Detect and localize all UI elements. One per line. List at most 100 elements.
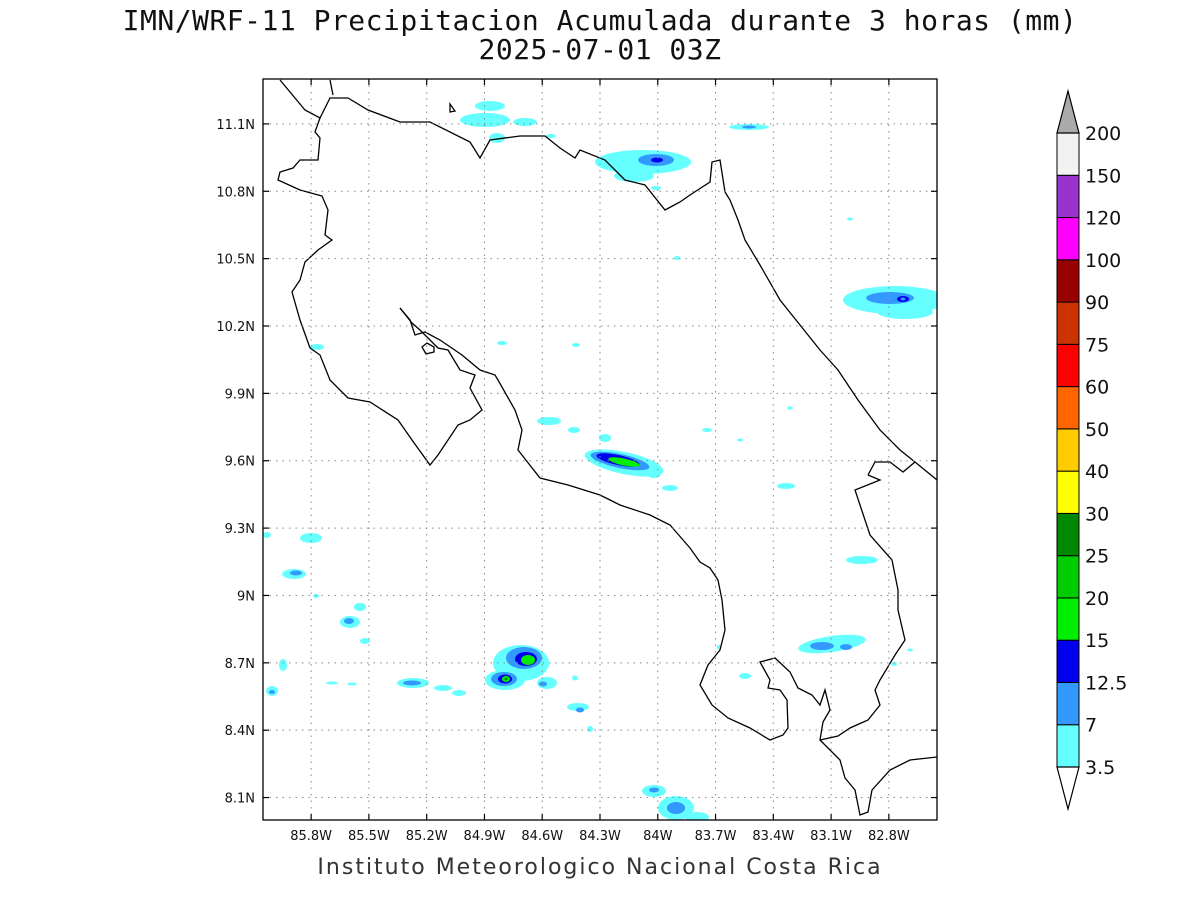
colorbar-label: 25 xyxy=(1085,546,1109,568)
precip-patch xyxy=(537,417,561,425)
colorbar-swatch xyxy=(1056,724,1080,768)
colorbar-label: 30 xyxy=(1085,503,1109,525)
lat-tick-label: 9.9N xyxy=(225,387,255,402)
map-title: IMN/WRF-11 Precipitacion Acumulada duran… xyxy=(122,4,1078,37)
precip-patch xyxy=(576,707,584,713)
lon-tick-label: 85.2W xyxy=(406,829,448,844)
precip-patch xyxy=(475,101,505,111)
colorbar-max-arrow xyxy=(1056,88,1080,134)
precip-patch xyxy=(460,113,510,127)
precip-patch xyxy=(403,680,421,686)
lon-tick-label: 85.8W xyxy=(290,829,332,844)
precip-patch xyxy=(326,681,338,685)
precip-patch xyxy=(489,133,505,143)
precip-patch xyxy=(846,556,878,564)
map-frame xyxy=(262,78,938,821)
precip-patch xyxy=(614,170,654,182)
graticule xyxy=(263,79,937,820)
precip-patch xyxy=(546,134,556,138)
precip-patch xyxy=(568,427,580,433)
colorbar-swatch xyxy=(1056,512,1080,557)
precip-patch xyxy=(847,217,853,221)
colorbar-swatch xyxy=(1056,597,1080,641)
colorbar-swatch xyxy=(1056,555,1080,599)
colorbar-swatch xyxy=(1056,681,1080,726)
precip-patch xyxy=(539,681,547,687)
lat-tick-label: 8.4N xyxy=(225,724,255,739)
precip-patch xyxy=(290,570,302,576)
coastline xyxy=(277,79,937,816)
precip-patch xyxy=(702,428,712,432)
lat-tick-label: 8.7N xyxy=(225,657,255,672)
colorbar-label: 150 xyxy=(1085,165,1121,187)
lon-tick-label: 84.6W xyxy=(521,829,563,844)
precip-patch xyxy=(599,434,611,442)
colorbar-label: 15 xyxy=(1085,630,1109,652)
precip-patch xyxy=(907,648,913,652)
colorbar-label: 200 xyxy=(1085,123,1121,145)
colorbar-swatch xyxy=(1056,343,1080,388)
colorbar-label: 90 xyxy=(1085,292,1109,314)
precip-patch xyxy=(347,682,357,686)
lat-tick-label: 9.3N xyxy=(225,522,255,537)
precip-patch xyxy=(742,125,756,129)
precip-patch xyxy=(651,186,661,190)
map-date: 2025-07-01 03Z xyxy=(478,33,722,66)
lon-tick-label: 83.1W xyxy=(810,829,852,844)
lat-tick-label: 10.2N xyxy=(216,320,255,335)
lon-tick-label: 82.8W xyxy=(868,829,910,844)
precip-patch xyxy=(900,297,906,301)
precip-patch xyxy=(587,726,593,732)
precip-patch xyxy=(737,438,743,442)
lat-tick-label: 10.5N xyxy=(216,253,255,268)
precip-patch xyxy=(434,685,452,691)
lat-tick-labels: 11.1N 10.8N 10.5N 10.2N 9.9N 9.6N 9.3N 9N 8.7N 8.… xyxy=(216,118,255,807)
lon-tick-label: 84.9W xyxy=(464,829,506,844)
lon-tick-label: 83.7W xyxy=(695,829,737,844)
colorbar: 3.5 7 12.5 15 20 25 30 40 50 60 75 90 100 120 150 200 xyxy=(1056,88,1127,812)
colorbar-label: 7 xyxy=(1085,715,1097,737)
precip-patch xyxy=(360,638,370,644)
precip-patch xyxy=(787,406,793,410)
precip-patch xyxy=(777,483,795,489)
precip-patch xyxy=(313,594,319,598)
lat-tick-label: 9N xyxy=(237,589,255,604)
lon-tick-label: 84W xyxy=(643,829,673,844)
colorbar-swatch xyxy=(1056,428,1080,472)
precip-patch xyxy=(452,690,466,696)
colorbar-label: 120 xyxy=(1085,208,1121,230)
lon-tick-label: 83.4W xyxy=(752,829,794,844)
colorbar-swatch xyxy=(1056,132,1080,176)
colorbar-swatch xyxy=(1056,386,1080,430)
precip-patch xyxy=(344,618,354,624)
lat-tick-label: 8.1N xyxy=(225,792,255,807)
precip-patch xyxy=(891,662,897,666)
precip-patch xyxy=(674,256,680,260)
colorbar-min-arrow xyxy=(1056,766,1080,812)
precip-patch xyxy=(840,644,852,650)
precip-patch xyxy=(300,533,322,543)
precipitation-field xyxy=(263,101,937,820)
colorbar-swatch xyxy=(1056,639,1080,683)
precip-patch xyxy=(572,675,578,681)
precip-patch xyxy=(354,603,366,611)
precip-patch xyxy=(497,341,507,345)
lat-tick-label: 10.8N xyxy=(216,185,255,200)
colorbar-swatch xyxy=(1056,174,1080,219)
precip-patch xyxy=(649,787,659,793)
colorbar-label: 20 xyxy=(1085,588,1109,610)
precip-patch xyxy=(269,690,275,694)
precip-patch xyxy=(513,118,537,126)
lat-tick-label: 9.6N xyxy=(225,455,255,470)
colorbar-swatch xyxy=(1056,301,1080,345)
precip-patch xyxy=(521,655,535,665)
precip-patch xyxy=(667,802,685,814)
lon-tick-label: 85.5W xyxy=(348,829,390,844)
precip-patch xyxy=(739,673,751,679)
colorbar-label: 60 xyxy=(1085,377,1109,399)
colorbar-label: 75 xyxy=(1085,334,1109,356)
footer-credit: Instituto Meteorologico Nacional Costa R… xyxy=(317,855,883,880)
precip-patch xyxy=(877,305,933,319)
precip-patch xyxy=(810,642,834,650)
